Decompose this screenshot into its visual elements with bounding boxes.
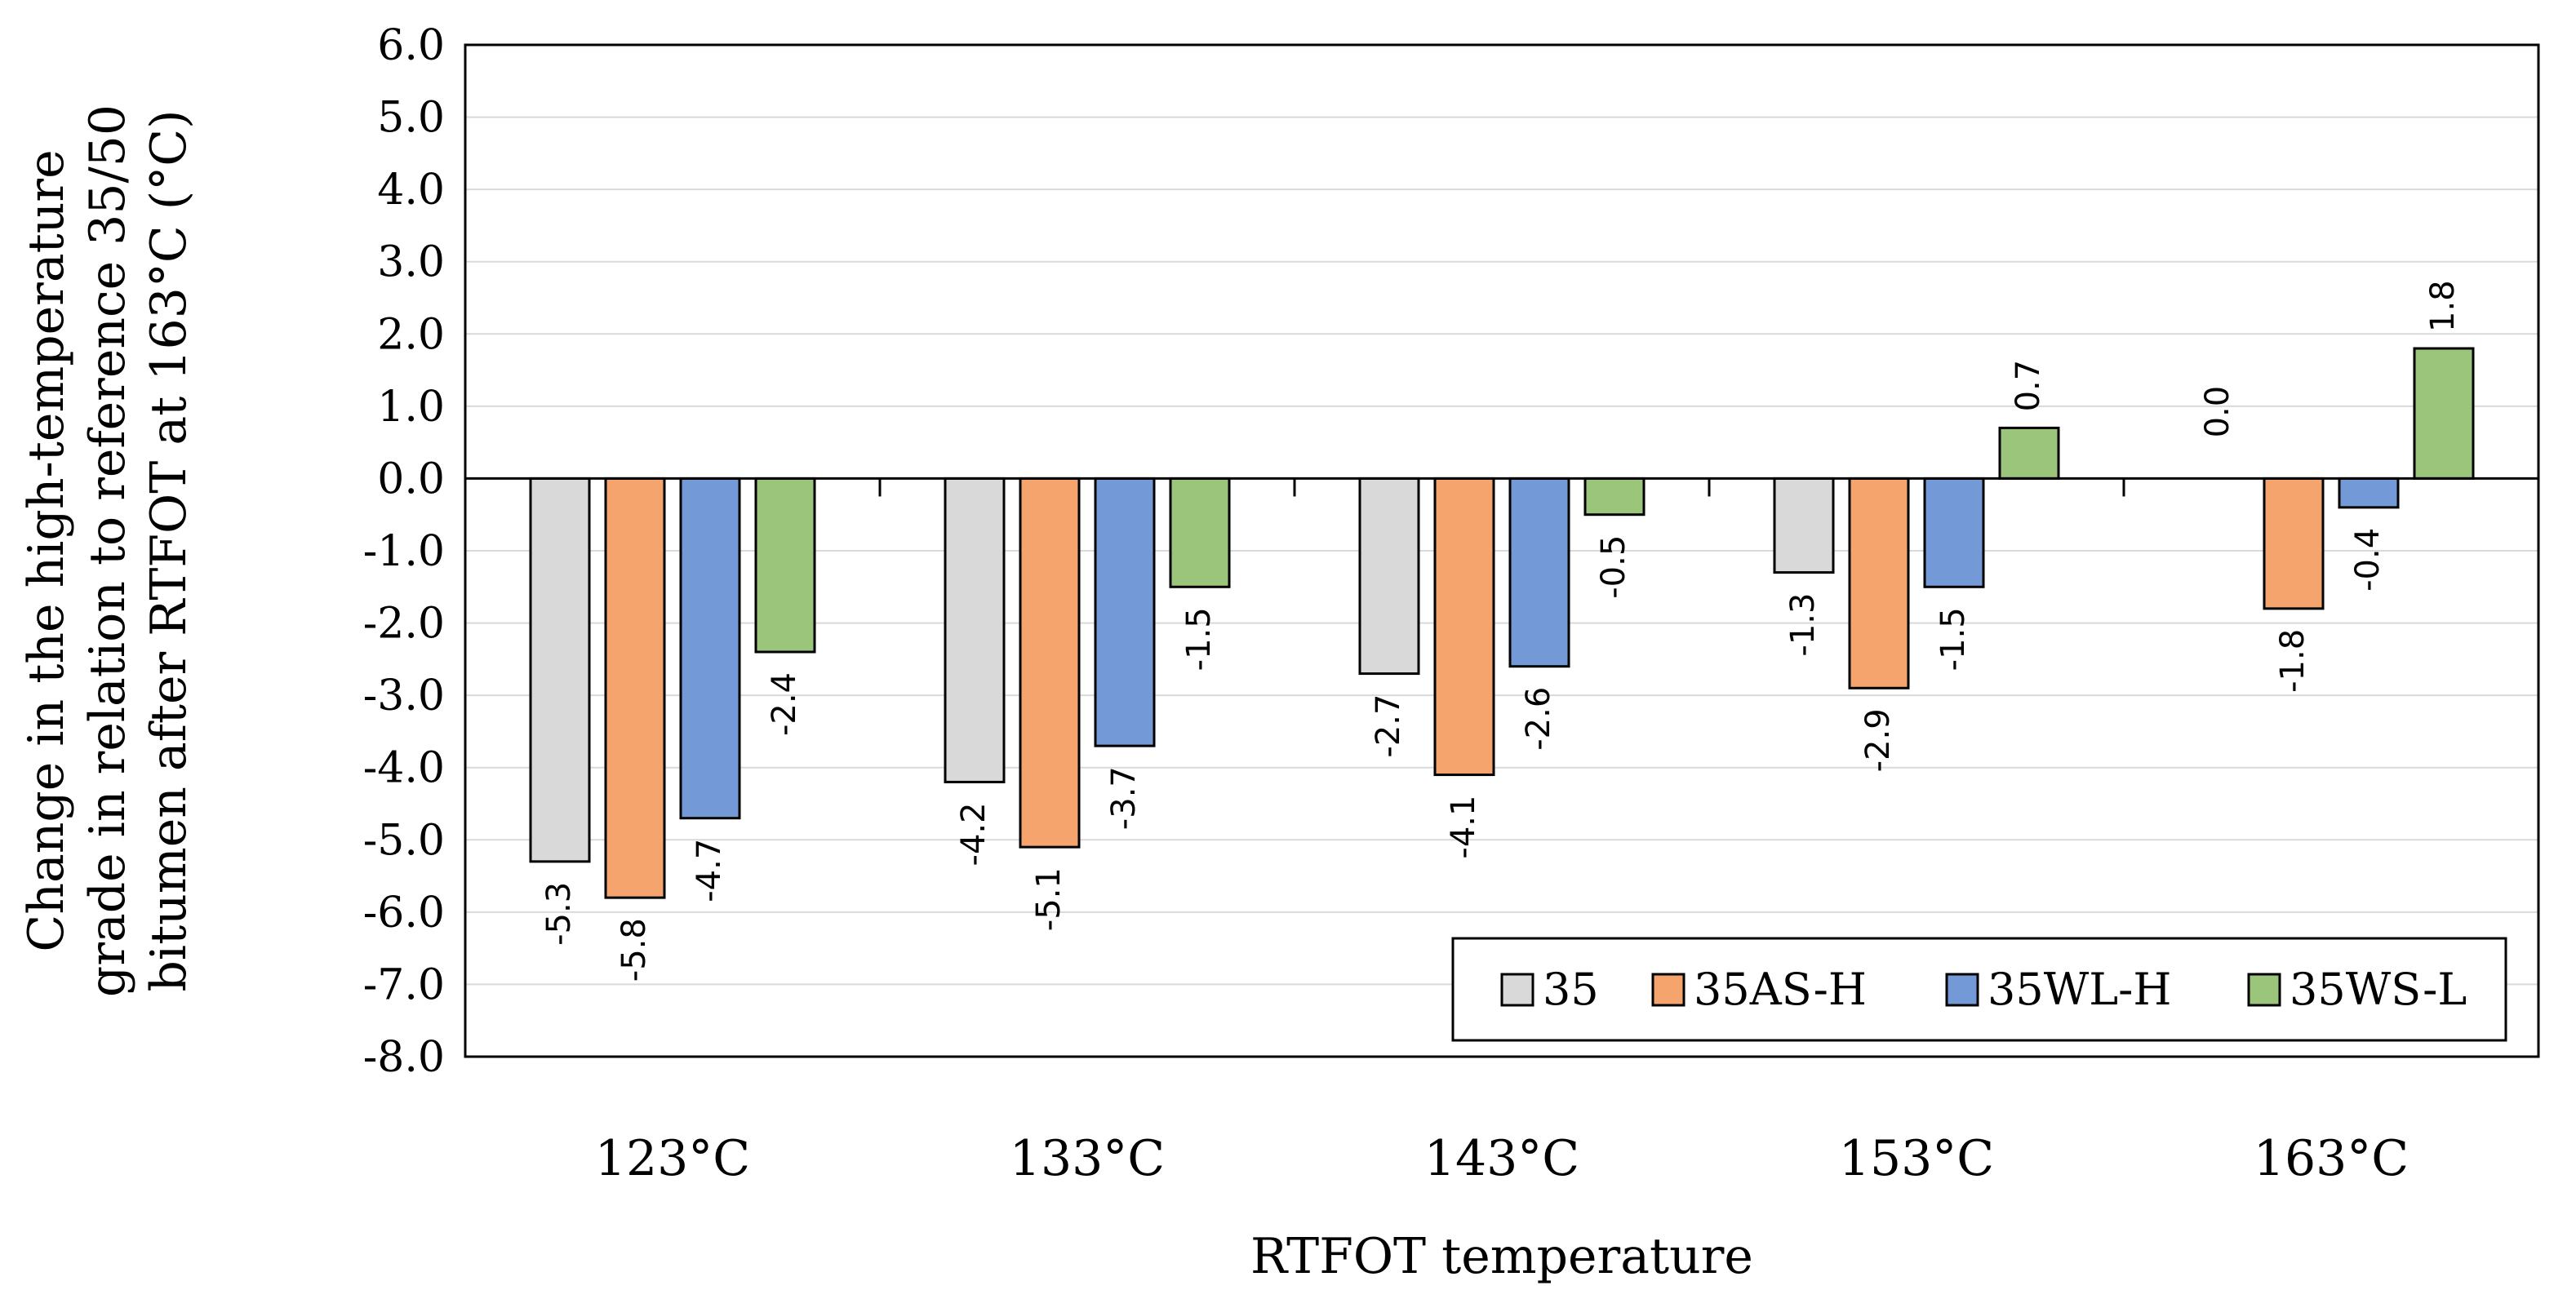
- data-label-35WL-H: -1.5: [1934, 607, 1972, 671]
- data-labels: -5.3 -5.8 -4.7 -2.4 -4.2 -5.1 -3.7 -1.5 -2.7 -4.1…: [540, 280, 2462, 982]
- bar-35: [1773, 477, 1835, 574]
- data-label-35: -5.3: [540, 882, 578, 946]
- x-axis-title: RTFOT temperature: [1250, 1228, 1753, 1285]
- y-tick-label: 5.0: [377, 94, 445, 143]
- bar-35WL-H: [1923, 477, 1985, 588]
- y-tick-label: 6.0: [377, 21, 445, 70]
- bar-35AS-H: [2263, 477, 2325, 610]
- data-label-35WS-L: -0.5: [1595, 535, 1632, 599]
- bar-35WS-L: [2413, 347, 2475, 480]
- bar-35WL-H: [679, 477, 741, 820]
- y-tick-label: -7.0: [363, 960, 445, 1009]
- bar-35WS-L: [1583, 477, 1646, 516]
- x-category-label: 143°C: [1424, 1130, 1579, 1187]
- bar-35: [529, 477, 591, 863]
- gridlines: [465, 44, 2538, 1057]
- legend-swatch-35WL-H: [1945, 973, 1979, 1007]
- bar-35WS-L: [754, 477, 816, 654]
- legend-frame: [1451, 937, 2507, 1042]
- data-label-35AS-H: -2.9: [1859, 708, 1897, 772]
- y-tick-label: -5.0: [363, 816, 445, 865]
- data-label-35: 0.0: [2199, 386, 2236, 438]
- data-label-35WL-H: -2.6: [1520, 687, 1557, 751]
- legend: 35 35AS-H 35WL-H 35WS-L: [1451, 937, 2507, 1042]
- plot-area-frame: [464, 43, 2540, 1058]
- legend-label-35WS-L: 35WS-L: [2290, 964, 2467, 1015]
- bar-35AS-H: [1433, 477, 1495, 777]
- y-tick-label: 4.0: [377, 166, 445, 215]
- bar-35WL-H: [1094, 477, 1156, 747]
- y-tick-label: -3.0: [363, 672, 445, 720]
- bar-35WS-L: [1169, 477, 1231, 588]
- data-label-35WL-H: -0.4: [2349, 528, 2387, 592]
- y-tick-label: -1.0: [363, 527, 445, 576]
- y-tick-label: -4.0: [363, 744, 445, 793]
- bar-35AS-H: [1848, 477, 1910, 689]
- bar-35WL-H: [2338, 477, 2400, 509]
- data-label-35WL-H: -4.7: [691, 839, 728, 902]
- bar-35: [1358, 477, 1420, 676]
- legend-label-35AS-H: 35AS-H: [1694, 964, 1867, 1015]
- legend-swatch-35AS-H: [1651, 973, 1686, 1007]
- legend-label-35: 35: [1543, 964, 1599, 1015]
- data-label-35WS-L: 1.8: [2424, 280, 2462, 332]
- y-tick-label: 3.0: [377, 238, 445, 287]
- data-label-35AS-H: -5.8: [615, 918, 653, 982]
- y-axis-title-line-2: grade in relation to reference 35/50: [79, 104, 136, 997]
- bars: [529, 347, 2475, 899]
- y-tick-label: 1.0: [377, 383, 445, 432]
- legend-swatch-35: [1500, 973, 1534, 1007]
- bar-35WL-H: [1508, 477, 1570, 668]
- y-axis-tick-labels: -8.0 -7.0 -6.0 -5.0 -4.0 -3.0 -2.0 -1.0 0.0 1.0 2.…: [363, 21, 445, 1082]
- legend-swatch-35WS-L: [2247, 973, 2281, 1007]
- y-axis-title-line-1: Change in the high-temperature: [18, 149, 75, 951]
- bar-35AS-H: [1019, 477, 1081, 849]
- data-label-35: -4.2: [955, 802, 993, 866]
- y-tick-label: -6.0: [363, 889, 445, 938]
- y-axis-title-line-3: bitumen after RTFOT at 163°C (°C): [140, 109, 198, 991]
- y-tick-label: 2.0: [377, 310, 445, 359]
- data-label-35: -2.7: [1370, 694, 1407, 758]
- bar-35AS-H: [604, 477, 666, 899]
- bar-35WS-L: [1998, 426, 2060, 480]
- y-axis-title: Change in the high-temperature grade in …: [18, 104, 198, 997]
- y-tick-label: -8.0: [363, 1033, 445, 1082]
- x-category-label: 163°C: [2254, 1130, 2409, 1187]
- data-label-35WS-L: 0.7: [2010, 360, 2047, 412]
- x-category-label: 153°C: [1839, 1130, 1994, 1187]
- data-label-35: -1.3: [1784, 593, 1822, 657]
- legend-label-35WL-H: 35WL-H: [1988, 964, 2171, 1015]
- data-label-35WS-L: -1.5: [1180, 607, 1218, 671]
- data-label-35WL-H: -3.7: [1105, 766, 1143, 830]
- data-label-35AS-H: -4.1: [1445, 796, 1482, 859]
- x-axis-tick-marks: [878, 478, 2125, 497]
- data-label-35AS-H: -1.8: [2274, 629, 2312, 693]
- x-category-label: 133°C: [1010, 1130, 1165, 1187]
- x-axis-category-labels: 123°C 133°C 143°C 153°C 163°C: [595, 1130, 2409, 1187]
- y-tick-label: -2.0: [363, 600, 445, 649]
- x-category-label: 123°C: [595, 1130, 750, 1187]
- y-tick-label: 0.0: [377, 454, 445, 503]
- data-label-35AS-H: -5.1: [1030, 867, 1068, 931]
- data-label-35WS-L: -2.4: [766, 672, 803, 736]
- bar-35: [944, 477, 1006, 783]
